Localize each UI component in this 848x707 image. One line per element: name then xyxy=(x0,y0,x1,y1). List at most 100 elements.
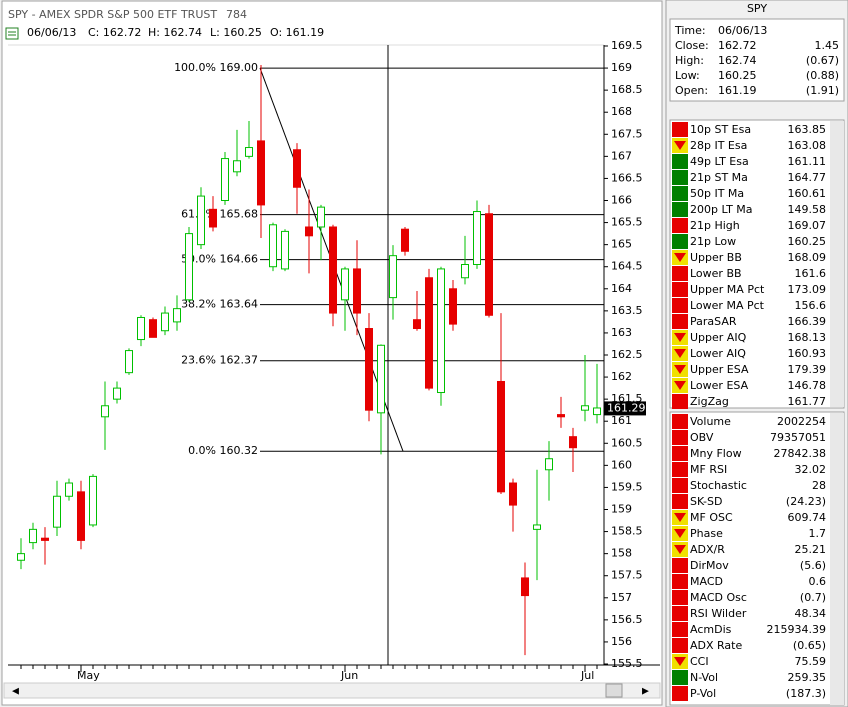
indicator-value: 609.74 xyxy=(788,511,827,524)
y-tick-label: 163 xyxy=(611,326,632,339)
candle-body xyxy=(281,230,289,270)
y-tick-label: 164 xyxy=(611,282,632,295)
down-arrow xyxy=(674,381,686,390)
y-tick-label: 159.5 xyxy=(611,480,643,493)
indicator-name[interactable]: SK-SD xyxy=(690,495,722,508)
indicator-name[interactable]: ADX Rate xyxy=(690,639,742,652)
candle-body xyxy=(365,328,373,411)
indicator-name[interactable]: 50p IT Ma xyxy=(690,187,744,200)
x-tick-label: May xyxy=(77,669,100,682)
indicator-name[interactable]: 49p LT Esa xyxy=(690,155,749,168)
chart-code: 784 xyxy=(226,8,247,21)
indicator-name[interactable]: Upper ESA xyxy=(690,363,749,376)
list-scrollbar[interactable] xyxy=(830,121,844,407)
indicator-name[interactable]: Upper MA Pct xyxy=(690,283,765,296)
status-cell xyxy=(672,590,688,605)
indicator-name[interactable]: 200p LT Ma xyxy=(690,203,753,216)
indicator-name[interactable]: 21p Low xyxy=(690,235,736,248)
indicator-name[interactable]: Lower ESA xyxy=(690,379,749,392)
list-scrollbar[interactable] xyxy=(830,413,844,705)
candle-body xyxy=(425,277,433,389)
candle-body xyxy=(389,255,397,299)
indicator-name[interactable]: MF RSI xyxy=(690,463,727,476)
candle-body xyxy=(29,528,37,544)
candle-body xyxy=(101,405,109,418)
info-item: H: 162.74 xyxy=(148,26,202,39)
candle-body xyxy=(521,577,529,597)
indicator-value: 169.07 xyxy=(788,219,827,232)
indicator-name[interactable]: Mny Flow xyxy=(690,447,742,460)
candle-body xyxy=(77,491,85,541)
status-cell xyxy=(672,638,688,653)
indicator-name[interactable]: Upper AIQ xyxy=(690,331,747,344)
indicator-value: 146.78 xyxy=(788,379,827,392)
down-arrow xyxy=(674,513,686,522)
indicator-list xyxy=(669,119,845,409)
quote-change: (0.88) xyxy=(806,69,839,82)
indicator-name[interactable]: P-Vol xyxy=(690,687,716,700)
indicator-name[interactable]: AcmDis xyxy=(690,623,732,636)
quote-value: 162.72 xyxy=(718,39,757,52)
indicator-name[interactable]: ADX/R xyxy=(690,543,725,556)
indicator-name[interactable]: 21p High xyxy=(690,219,740,232)
indicator-name[interactable]: Lower MA Pct xyxy=(690,299,765,312)
candle-body xyxy=(317,206,325,228)
indicator-value: (5.6) xyxy=(800,559,826,572)
indicator-name[interactable]: Stochastic xyxy=(690,479,747,492)
candle-body xyxy=(473,211,481,266)
candle-body xyxy=(449,288,457,325)
candle-body xyxy=(257,140,265,206)
indicator-name[interactable]: 28p IT Esa xyxy=(690,139,747,152)
indicator-name[interactable]: N-Vol xyxy=(690,671,718,684)
indicator-value: 160.93 xyxy=(788,347,827,360)
candle-body xyxy=(293,149,301,188)
indicator-name[interactable]: 10p ST Esa xyxy=(690,123,751,136)
y-tick-label: 169 xyxy=(611,61,632,74)
indicator-name[interactable]: ParaSAR xyxy=(690,315,737,328)
indicator-name[interactable]: RSI Wilder xyxy=(690,607,747,620)
status-cell xyxy=(672,494,688,509)
candle-body xyxy=(269,224,277,268)
indicator-value: 259.35 xyxy=(788,671,827,684)
y-tick-label: 167.5 xyxy=(611,127,643,140)
indicator-name[interactable]: MACD Osc xyxy=(690,591,747,604)
indicator-value: 48.34 xyxy=(795,607,827,620)
y-tick-label: 162 xyxy=(611,370,632,383)
quote-change: (1.91) xyxy=(806,84,839,97)
indicator-name[interactable]: Lower BB xyxy=(690,267,742,280)
indicator-value: (187.3) xyxy=(786,687,826,700)
indicator-name[interactable]: Volume xyxy=(690,415,731,428)
indicator-name[interactable]: DirMov xyxy=(690,559,729,572)
scroll-left[interactable]: ◀ xyxy=(12,687,19,697)
quote-value: 161.19 xyxy=(718,84,757,97)
info-item: C: 162.72 xyxy=(88,26,141,39)
indicator-value: 161.11 xyxy=(788,155,827,168)
indicator-name[interactable]: Lower AIQ xyxy=(690,347,746,360)
candle-body xyxy=(113,387,121,400)
candle-body xyxy=(41,537,49,541)
indicator-name[interactable]: CCI xyxy=(690,655,709,668)
status-cell xyxy=(672,670,688,685)
candle-body xyxy=(593,407,601,416)
indicator-name[interactable]: Phase xyxy=(690,527,723,540)
indicator-name[interactable]: MACD xyxy=(690,575,723,588)
indicator-name[interactable]: MF OSC xyxy=(690,511,733,524)
indicator-name[interactable]: Upper BB xyxy=(690,251,742,264)
candle-body xyxy=(197,195,205,246)
status-cell xyxy=(672,462,688,477)
indicator-value: 163.85 xyxy=(788,123,827,136)
chart-icon[interactable] xyxy=(5,27,19,40)
quote-change: (0.67) xyxy=(806,54,839,67)
indicator-name[interactable]: ZigZag xyxy=(690,395,729,408)
scroll-right[interactable]: ▶ xyxy=(642,687,649,697)
indicator-name[interactable]: OBV xyxy=(690,431,714,444)
down-arrow xyxy=(674,333,686,342)
status-cell xyxy=(672,122,688,137)
scroll-thumb[interactable] xyxy=(605,683,623,698)
indicator-value: 161.77 xyxy=(788,395,827,408)
y-tick-label: 156 xyxy=(611,635,632,648)
status-cell xyxy=(672,622,688,637)
indicator-name[interactable]: 21p ST Ma xyxy=(690,171,748,184)
h-scrollbar[interactable] xyxy=(3,682,661,699)
down-arrow xyxy=(674,365,686,374)
